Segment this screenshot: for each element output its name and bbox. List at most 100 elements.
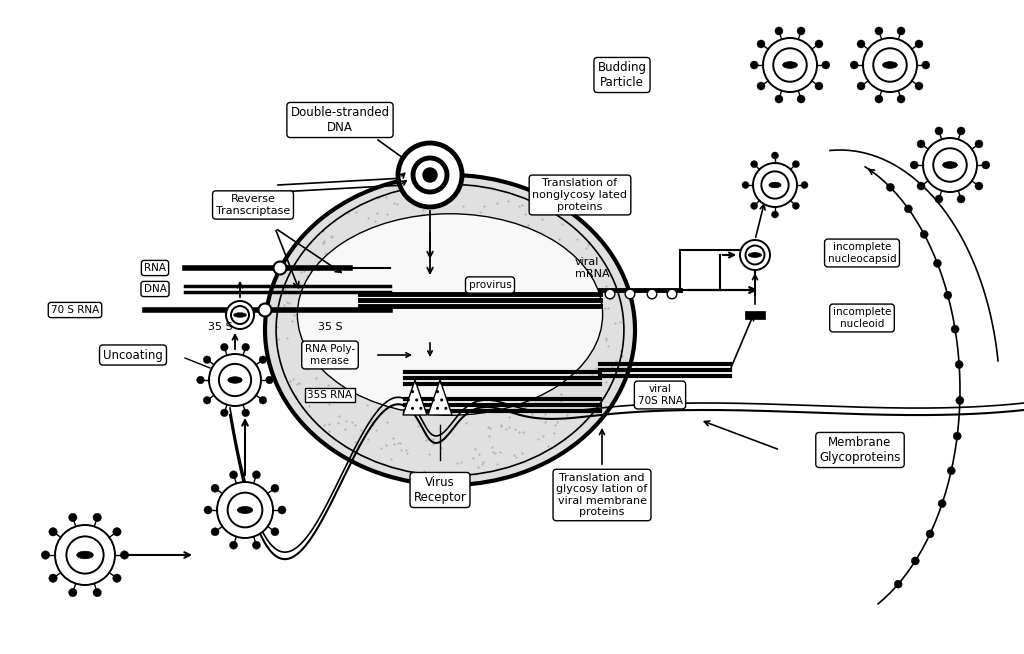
Text: 35 S: 35 S (317, 322, 342, 332)
Text: Uncoating: Uncoating (103, 349, 163, 362)
Circle shape (773, 48, 807, 82)
Ellipse shape (228, 377, 242, 383)
Text: incomplete
nucleocapsid: incomplete nucleocapsid (827, 242, 896, 264)
Circle shape (93, 513, 101, 522)
Circle shape (982, 161, 990, 169)
Circle shape (955, 360, 964, 368)
Circle shape (857, 82, 865, 90)
Circle shape (763, 38, 817, 92)
Text: viral
70S RNA: viral 70S RNA (638, 384, 683, 405)
Circle shape (220, 409, 228, 417)
Circle shape (113, 574, 121, 583)
Circle shape (757, 40, 765, 48)
Circle shape (93, 589, 101, 596)
Circle shape (745, 245, 765, 264)
FancyBboxPatch shape (745, 311, 765, 319)
Circle shape (742, 182, 749, 188)
Circle shape (220, 343, 228, 351)
Circle shape (55, 525, 115, 585)
Ellipse shape (265, 175, 635, 485)
Circle shape (957, 195, 965, 203)
Text: incomplete
nucleoid: incomplete nucleoid (833, 307, 891, 329)
Circle shape (957, 127, 965, 135)
Circle shape (915, 40, 923, 48)
Circle shape (801, 182, 808, 188)
Circle shape (423, 168, 437, 182)
Circle shape (120, 551, 129, 559)
Circle shape (398, 143, 462, 207)
Circle shape (797, 27, 805, 35)
Circle shape (923, 138, 977, 192)
Circle shape (951, 325, 959, 333)
Circle shape (253, 542, 260, 549)
Circle shape (69, 589, 77, 596)
Circle shape (753, 163, 797, 207)
Text: 70 S RNA: 70 S RNA (51, 305, 99, 315)
Circle shape (647, 289, 656, 299)
Circle shape (259, 396, 266, 404)
Circle shape (253, 471, 260, 479)
Circle shape (775, 27, 783, 35)
Circle shape (668, 289, 677, 299)
Circle shape (113, 528, 121, 536)
Circle shape (887, 183, 894, 192)
Circle shape (918, 140, 925, 148)
Text: DNA: DNA (143, 284, 167, 294)
Circle shape (873, 48, 906, 82)
Circle shape (258, 303, 271, 317)
Circle shape (204, 396, 211, 404)
Circle shape (771, 211, 778, 218)
Circle shape (874, 27, 883, 35)
Text: Budding
Particle: Budding Particle (597, 61, 646, 89)
Circle shape (815, 40, 823, 48)
Circle shape (626, 289, 635, 299)
Circle shape (242, 409, 250, 417)
Circle shape (904, 205, 912, 213)
Ellipse shape (769, 182, 781, 188)
Circle shape (822, 61, 829, 69)
Circle shape (775, 95, 783, 103)
Text: 35 S: 35 S (208, 322, 232, 332)
Circle shape (204, 506, 212, 514)
Circle shape (271, 528, 279, 536)
Circle shape (935, 195, 943, 203)
Circle shape (229, 542, 238, 549)
Text: Membrane
Glycoproteins: Membrane Glycoproteins (819, 436, 901, 464)
Circle shape (229, 471, 238, 479)
Circle shape (975, 140, 983, 148)
Circle shape (938, 500, 946, 508)
Text: provirus: provirus (469, 280, 511, 290)
Circle shape (242, 343, 250, 351)
Circle shape (911, 557, 920, 565)
Circle shape (757, 82, 765, 90)
Text: Translation of
nonglycosy lated
proteins: Translation of nonglycosy lated proteins (532, 179, 628, 212)
Circle shape (793, 202, 800, 209)
Ellipse shape (77, 551, 93, 559)
Circle shape (918, 182, 925, 190)
Circle shape (926, 530, 934, 538)
Circle shape (413, 158, 447, 192)
Circle shape (211, 484, 219, 492)
Circle shape (273, 262, 287, 275)
Polygon shape (428, 380, 452, 415)
Circle shape (897, 95, 905, 103)
Circle shape (910, 161, 919, 169)
Circle shape (69, 513, 77, 522)
Text: Reverse
Transcriptase: Reverse Transcriptase (216, 194, 290, 216)
Circle shape (944, 291, 951, 300)
Circle shape (934, 260, 941, 267)
Circle shape (605, 289, 614, 299)
Text: RNA Poly-
merase: RNA Poly- merase (305, 344, 355, 366)
Circle shape (850, 61, 858, 69)
Circle shape (751, 161, 758, 167)
Circle shape (265, 376, 273, 384)
Circle shape (863, 38, 918, 92)
Circle shape (894, 580, 902, 588)
Circle shape (922, 61, 930, 69)
Circle shape (204, 356, 211, 364)
Ellipse shape (782, 61, 798, 69)
Circle shape (921, 230, 928, 238)
Ellipse shape (297, 214, 603, 415)
Ellipse shape (749, 252, 762, 258)
Circle shape (211, 528, 219, 536)
